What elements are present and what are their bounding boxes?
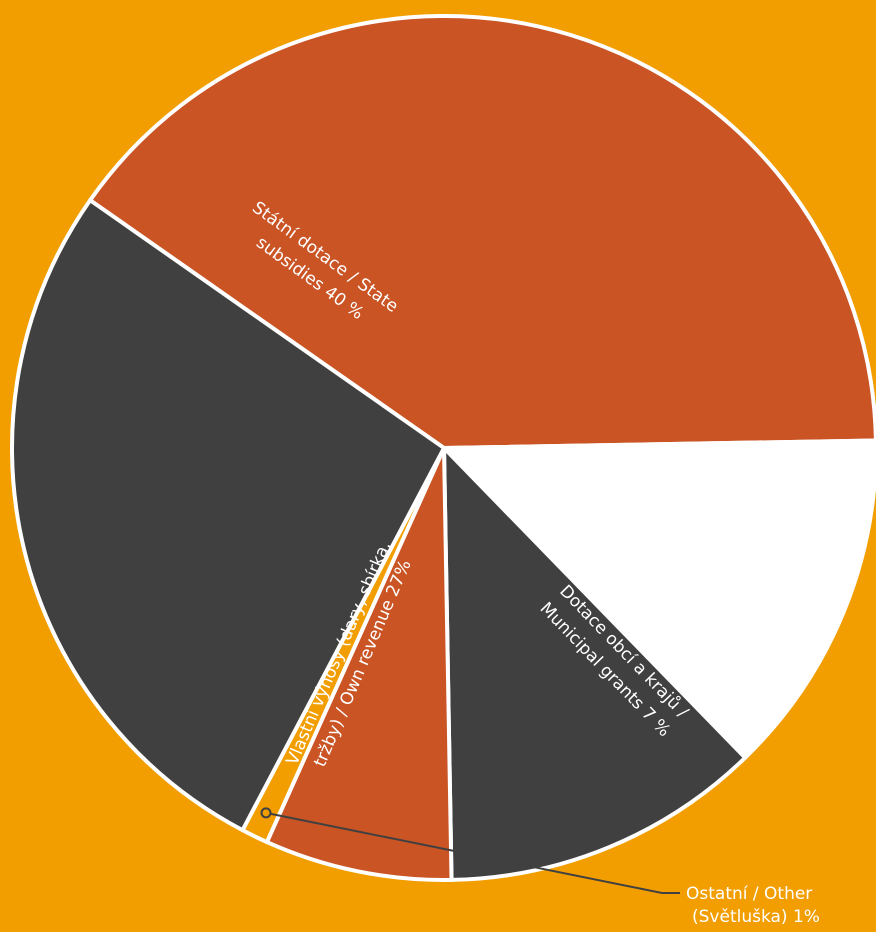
slices-group [10, 14, 876, 882]
other-callout-line [265, 811, 680, 894]
slice-label-other: Ostatní / Other (Světluška) 1% [686, 884, 820, 927]
slice-esf [442, 446, 748, 882]
other-callout-dot [260, 807, 272, 819]
slice-label-other-line: Ostatní / Other [686, 884, 812, 904]
slice-municipal [264, 446, 454, 882]
slice-state [88, 14, 876, 450]
other-callout [260, 807, 680, 894]
slice-prague [442, 438, 876, 760]
slice-own [10, 198, 446, 833]
slice-label-other-line: (Světluška) 1% [692, 907, 820, 927]
